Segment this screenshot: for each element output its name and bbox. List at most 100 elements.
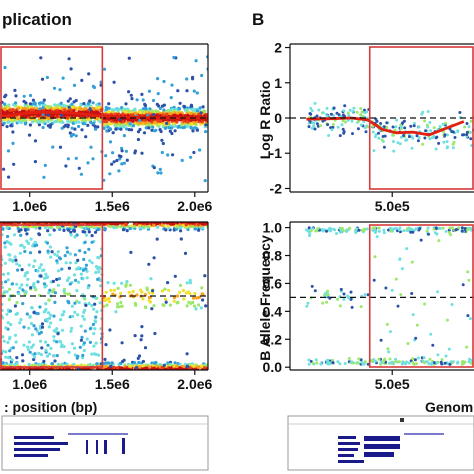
data-point <box>21 359 25 363</box>
y-tick-label: 0.8 <box>263 248 283 264</box>
data-point <box>1 349 5 353</box>
data-point <box>87 247 91 251</box>
data-point <box>56 283 61 287</box>
data-point <box>385 322 389 326</box>
data-point <box>144 126 148 130</box>
data-point <box>324 291 328 295</box>
data-point <box>162 79 166 84</box>
data-point <box>42 98 46 102</box>
data-point <box>108 172 112 176</box>
data-point <box>355 361 359 365</box>
data-point <box>377 226 381 230</box>
data-point <box>411 136 415 140</box>
data-point <box>204 130 208 134</box>
data-point <box>51 279 56 283</box>
data-point <box>394 277 398 281</box>
data-point <box>114 123 118 127</box>
data-point <box>45 354 50 358</box>
data-point <box>120 162 124 166</box>
data-point <box>463 227 467 230</box>
data-point <box>456 130 460 134</box>
data-point <box>125 279 129 284</box>
data-point <box>53 291 58 295</box>
data-point <box>119 366 123 370</box>
data-point <box>28 315 32 319</box>
data-point <box>87 301 91 306</box>
data-point <box>192 296 196 300</box>
data-point <box>32 310 36 315</box>
data-point <box>142 225 146 229</box>
data-point <box>423 302 427 306</box>
data-point <box>441 226 445 230</box>
data-point <box>321 229 325 233</box>
data-point <box>85 337 89 341</box>
data-point <box>371 124 375 128</box>
data-point <box>117 305 121 309</box>
data-point <box>3 102 7 106</box>
data-point <box>148 300 152 304</box>
data-point <box>416 356 420 360</box>
x-tick-label: 2.0e6 <box>177 198 212 214</box>
data-point <box>106 125 110 129</box>
data-point <box>195 109 200 113</box>
data-point <box>64 261 68 265</box>
data-point <box>116 286 120 290</box>
data-point <box>25 239 29 243</box>
data-point <box>307 125 311 129</box>
data-point <box>388 361 392 365</box>
data-point <box>114 118 118 122</box>
data-point <box>160 289 164 293</box>
data-point <box>52 335 56 339</box>
data-point <box>41 101 45 105</box>
data-point <box>73 301 77 305</box>
data-point <box>457 226 461 230</box>
data-point <box>47 291 51 295</box>
data-point <box>193 227 198 231</box>
data-point <box>107 296 111 301</box>
data-point <box>110 361 114 365</box>
data-point <box>108 140 113 144</box>
data-point <box>53 103 57 107</box>
data-point <box>173 124 177 128</box>
data-point <box>11 259 15 263</box>
highlight-region <box>0 224 104 368</box>
data-point <box>425 123 429 127</box>
data-point <box>177 107 181 111</box>
data-point <box>76 117 80 121</box>
data-point <box>327 134 331 137</box>
data-point <box>2 118 6 122</box>
data-point <box>309 106 313 110</box>
data-point <box>33 139 38 143</box>
data-point <box>43 276 47 280</box>
data-point <box>47 105 51 109</box>
data-point <box>24 228 28 232</box>
data-point <box>110 162 114 166</box>
data-point <box>390 360 394 364</box>
data-point <box>67 105 71 109</box>
data-points <box>0 55 208 183</box>
data-point <box>70 126 74 130</box>
data-point <box>91 322 95 327</box>
data-point <box>129 364 133 368</box>
data-point <box>150 120 154 124</box>
data-point <box>63 254 67 258</box>
data-point <box>91 101 95 105</box>
data-point <box>186 109 190 113</box>
data-point <box>120 281 124 285</box>
data-point <box>107 361 111 365</box>
data-point <box>48 352 52 356</box>
chart-b-top-lrr: 5.0e5 -2 -1 0 1 2 <box>270 40 474 214</box>
data-point <box>3 245 7 249</box>
data-point <box>75 289 79 293</box>
data-point <box>357 228 361 232</box>
data-point <box>82 348 86 353</box>
data-point <box>41 119 45 123</box>
data-point <box>30 345 34 349</box>
data-point <box>392 140 395 143</box>
data-point <box>388 226 392 230</box>
data-point <box>77 266 81 270</box>
data-point <box>33 160 38 164</box>
data-point <box>86 161 90 165</box>
data-point <box>90 352 94 356</box>
data-point <box>29 237 33 241</box>
